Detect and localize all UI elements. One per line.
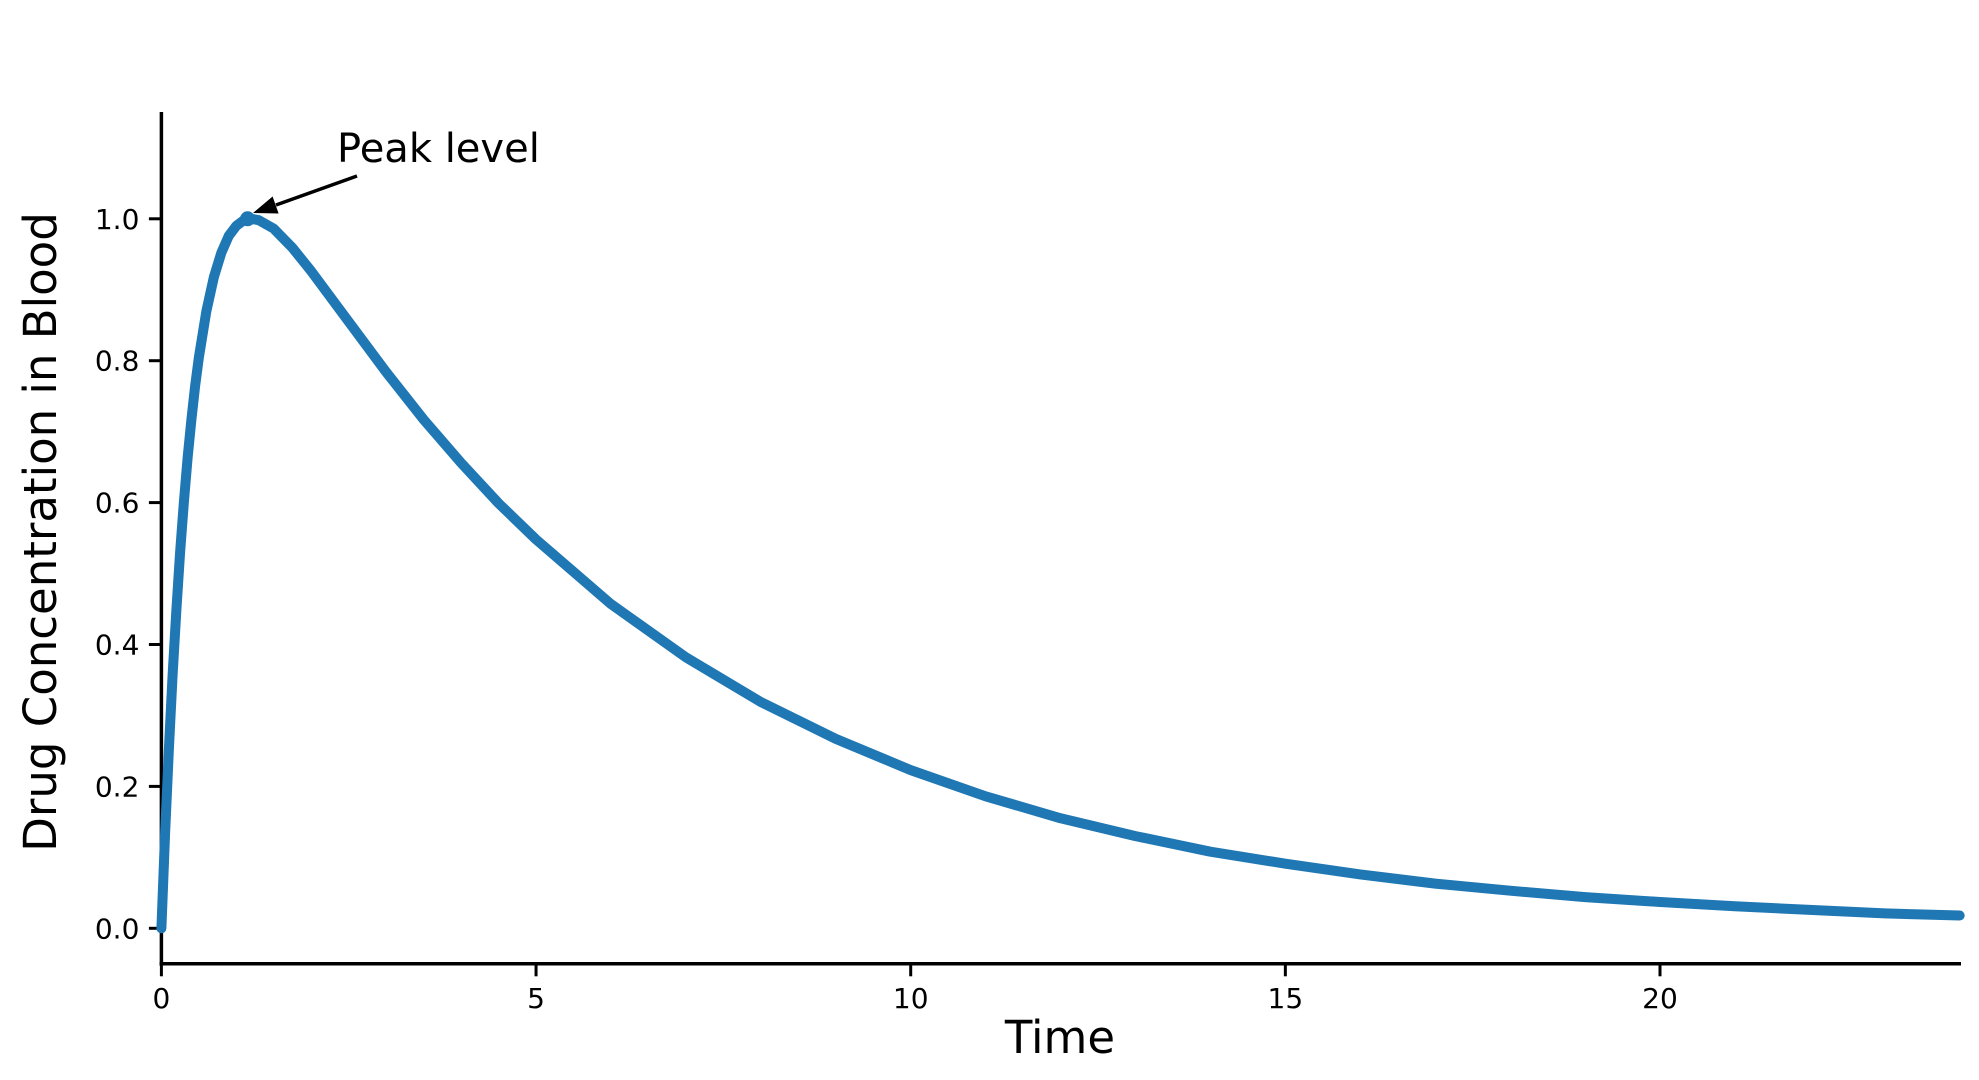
- x-axis-label: Time: [1004, 1011, 1115, 1064]
- y-tick-label: 0.2: [95, 770, 140, 803]
- x-axis-ticks: 0 5 10 15 20: [152, 963, 1678, 1015]
- peak-marker: [240, 211, 256, 227]
- y-axis-label: Drug Concentration in Blood: [14, 212, 67, 852]
- y-tick-label: 1.0: [95, 203, 140, 236]
- x-tick-label: 5: [527, 982, 545, 1015]
- concentration-curve: [156, 213, 1965, 934]
- y-tick-label: 0.4: [95, 629, 140, 662]
- y-axis-ticks: 0.0 0.2 0.4 0.6 0.8 1.0: [95, 203, 162, 945]
- peak-annotation-label: Peak level: [337, 126, 540, 172]
- y-tick-label: 0.6: [95, 487, 140, 520]
- x-tick-label: 15: [1268, 982, 1304, 1015]
- x-tick-label: 20: [1642, 982, 1678, 1015]
- y-tick-label: 0.8: [95, 345, 140, 378]
- x-tick-label: 10: [893, 982, 929, 1015]
- y-tick-label: 0.0: [95, 912, 140, 945]
- x-tick-label: 0: [152, 982, 170, 1015]
- peak-annotation-arrow: [275, 174, 358, 207]
- peak-annotation-arrowhead: [253, 196, 279, 214]
